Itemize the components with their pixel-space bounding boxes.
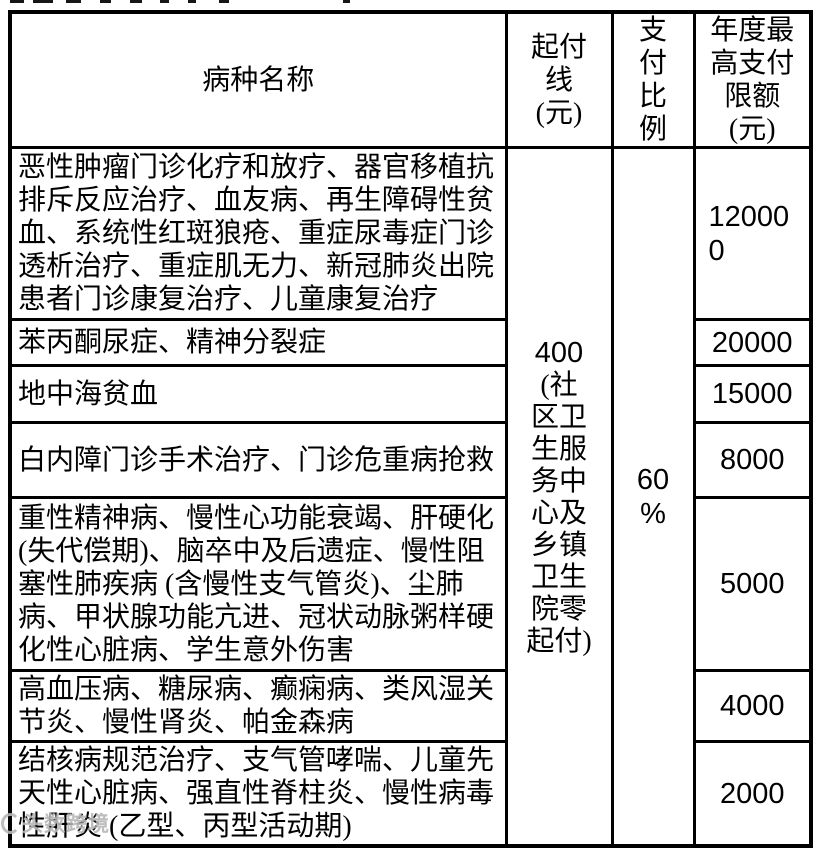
disease-name-cell: 苯丙酮尿症、精神分裂症	[8, 318, 508, 367]
table-row: 高血压病、糖尿病、癫痫病、类风湿关节炎、慢性肾炎、帕金森病 4000	[8, 669, 813, 743]
table-row: 结核病规范治疗、支气管哮喘、儿童先天性心脏病、强直性脊柱炎、慢性病毒性肝炎 (乙…	[8, 740, 813, 848]
table-row: 地中海贫血 15000	[8, 364, 813, 424]
header-row: 病种名称 起付 线 (元) 支 付 比 例 年度最 高支付 限额 (元)	[8, 10, 813, 149]
deductible-cell: 400 (社 区卫 生服 务中 心及 乡镇 卫生 院零 起付)	[504, 146, 614, 848]
table-row: 重性精神病、慢性心功能衰竭、肝硬化 (失代偿期)、脑卒中及后遗症、慢性阻塞性肺疾…	[8, 496, 813, 672]
table-row: 恶性肿瘤门诊化疗和放疗、器官移植抗排斥反应治疗、血友病、再生障碍性贫血、系统性红…	[8, 146, 813, 848]
cropped-text-artifact	[66, 0, 81, 3]
cropped-text-artifact	[33, 0, 53, 3]
annual-limit-cell: 5000	[692, 496, 813, 672]
deductible-note: (社 区卫 生服 务中 心及 乡镇 卫生 院零 起付)	[526, 369, 592, 657]
table-row: 白内障门诊手术治疗、门诊危重病抢救 8000	[8, 421, 813, 499]
header-disease-name: 病种名称	[8, 10, 508, 149]
cropped-text-artifact	[160, 0, 169, 3]
annual-limit-cell: 2000	[692, 740, 813, 848]
disease-name-cell: 恶性肿瘤门诊化疗和放疗、器官移植抗排斥反应治疗、血友病、再生障碍性贫血、系统性红…	[8, 146, 508, 321]
cropped-text-artifact	[130, 0, 142, 3]
disease-name-cell: 结核病规范治疗、支气管哮喘、儿童先天性心脏病、强直性脊柱炎、慢性病毒性肝炎 (乙…	[8, 740, 508, 848]
disease-name-cell: 地中海贫血	[8, 364, 508, 424]
pay-ratio-cell: 60 %	[610, 146, 696, 848]
deductible-value: 400	[534, 336, 584, 369]
annual-limit-cell: 8000	[692, 421, 813, 499]
cropped-text-artifact	[100, 0, 111, 3]
header-deductible: 起付 线 (元)	[504, 10, 614, 149]
header-pay-ratio: 支 付 比 例	[610, 10, 696, 149]
annual-limit-cell: 15000	[692, 364, 813, 424]
annual-limit-cell: 20000	[692, 318, 813, 367]
annual-limit-cell: 4000	[692, 669, 813, 743]
cropped-text-artifact	[10, 0, 24, 3]
cropped-text-artifact	[188, 0, 196, 3]
annual-limit-cell: 12000 0	[692, 146, 813, 321]
disease-name-cell: 白内障门诊手术治疗、门诊危重病抢救	[8, 421, 508, 499]
disease-name-cell: 重性精神病、慢性心功能衰竭、肝硬化 (失代偿期)、脑卒中及后遗症、慢性阻塞性肺疾…	[8, 496, 508, 672]
cropped-text-artifact	[219, 0, 229, 3]
header-annual-limit: 年度最 高支付 限额 (元)	[692, 10, 813, 149]
table-row: 苯丙酮尿症、精神分裂症 20000	[8, 318, 813, 367]
cropped-text-artifact	[343, 0, 350, 3]
outpatient-disease-benefits-table: 病种名称 起付 线 (元) 支 付 比 例 年度最 高支付 限额 (元) 恶性肿…	[8, 10, 813, 848]
disease-name-cell: 高血压病、糖尿病、癫痫病、类风湿关节炎、慢性肾炎、帕金森病	[8, 669, 508, 743]
